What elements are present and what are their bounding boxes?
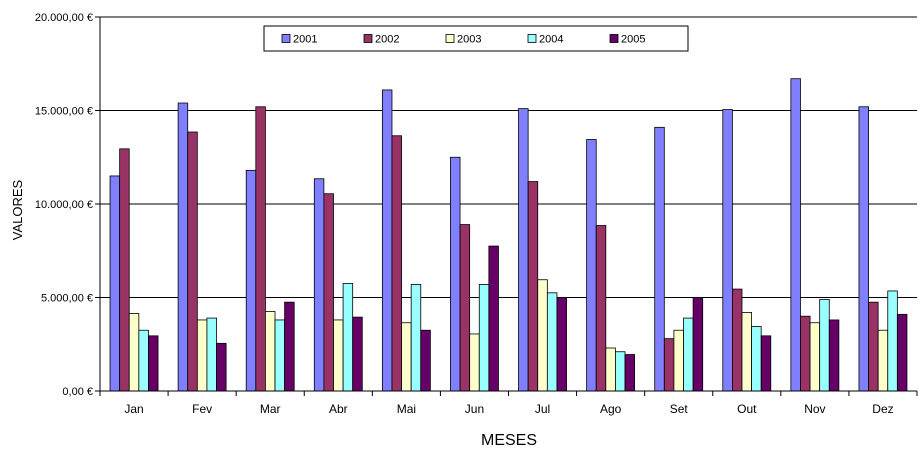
legend-label-2003: 2003 (457, 34, 481, 46)
tick-labels: 0,00 € 5.000,00 € 10.000,00 € 15.000,00 € 20… (35, 12, 894, 416)
bar-2002-out (731, 288, 743, 392)
y-tick-label: 10.000,00 € (35, 199, 93, 211)
bar-2004-mai (410, 284, 422, 392)
bar-2001-nov (790, 78, 801, 392)
bar-2005-jul (556, 297, 567, 392)
bar-2003-mai (401, 322, 412, 392)
x-tick-label: Ago (600, 402, 622, 416)
x-tick-label: Dez (872, 402, 893, 416)
bar-2001-dez (858, 106, 869, 392)
bar-2001-ago (586, 139, 597, 392)
y-axis-title: VALORES (10, 179, 25, 240)
bar-2004-jun (478, 284, 490, 392)
bar-2003-jan (128, 312, 140, 392)
bar-2003-jun (469, 333, 480, 392)
bar-2004-nov (819, 298, 830, 392)
bar-2001-abr (313, 178, 325, 392)
legend-label-2002: 2002 (375, 34, 399, 46)
bar-2002-mai (391, 135, 402, 392)
bar-2005-ago (624, 354, 636, 392)
legend-swatch-2002 (363, 34, 373, 43)
bar-2004-abr (342, 283, 354, 392)
legend: 2001 2002 2003 2004 2005 (263, 25, 689, 52)
bar-2002-set (663, 338, 675, 392)
bar-2001-jun (450, 156, 461, 392)
bar-2002-mar (255, 106, 266, 392)
legend-label-2005: 2005 (621, 34, 645, 46)
bar-2005-jun (488, 245, 499, 392)
bar-2003-nov (809, 322, 821, 392)
bar-2001-mai (381, 89, 393, 392)
gridlines (100, 16, 917, 298)
x-tick-label: Jan (124, 402, 143, 416)
x-axis-title: MESES (481, 432, 537, 449)
bar-2001-jul (518, 108, 529, 392)
bar-2004-mar (274, 319, 286, 392)
bar-2005-nov (828, 319, 840, 392)
x-tick-label: Jul (535, 402, 550, 416)
bar-2004-fev (206, 317, 217, 392)
bar-2002-jun (459, 224, 471, 392)
bar-2005-dez (896, 313, 908, 392)
bar-2002-nov (800, 315, 811, 392)
x-tick-label: Out (737, 402, 757, 416)
bar-2005-mai (420, 329, 431, 392)
legend-label-2001: 2001 (293, 34, 317, 46)
bar-2004-jan (138, 329, 149, 392)
bar-2002-jan (119, 148, 130, 392)
x-tick-label: Fev (192, 402, 212, 416)
legend-swatch-2005 (609, 34, 619, 43)
bar-2005-set (692, 297, 704, 392)
bar-2002-dez (868, 301, 879, 392)
y-tick-label: 20.000,00 € (35, 12, 93, 24)
bar-2005-fev (216, 342, 227, 392)
x-tick-label: Nov (804, 402, 825, 416)
y-tick-label: 15.000,00 € (35, 106, 93, 118)
x-tick-label: Jun (465, 402, 484, 416)
bar-2003-mar (265, 311, 276, 392)
bar-2001-fev (177, 102, 189, 392)
y-tick-label: 5.000,00 € (41, 293, 93, 305)
bar-2004-dez (887, 290, 898, 392)
x-tick-label: Set (670, 402, 689, 416)
bar-2003-dez (877, 329, 889, 392)
x-tick-label: Mar (260, 402, 281, 416)
bar-2003-fev (196, 319, 208, 392)
bar-2003-ago (605, 347, 616, 392)
bar-2004-set (683, 317, 694, 392)
bars (109, 78, 908, 392)
legend-label-2004: 2004 (539, 34, 563, 46)
x-tick-label: Abr (329, 402, 348, 416)
bar-2005-abr (352, 316, 363, 392)
bar-2001-out (722, 109, 733, 392)
bar-2001-mar (245, 169, 257, 392)
legend-swatch-2001 (281, 34, 291, 43)
bar-2002-jul (527, 181, 539, 392)
x-tick-label: Mai (397, 402, 416, 416)
y-tick-label: 0,00 € (62, 386, 93, 398)
bar-2004-jul (546, 292, 558, 392)
bar-2005-out (760, 335, 772, 392)
bar-2005-mar (284, 301, 295, 392)
axes (95, 16, 918, 396)
bar-2003-out (741, 312, 752, 392)
bar-2005-jan (148, 335, 159, 392)
bar-2003-abr (333, 319, 344, 392)
legend-swatch-2003 (445, 34, 455, 43)
legend-swatch-2004 (527, 34, 537, 43)
bar-2003-jul (537, 279, 548, 392)
bar-2001-set (654, 126, 665, 392)
bar-2004-out (751, 326, 762, 392)
bar-2004-ago (615, 351, 626, 392)
bar-2003-set (673, 329, 684, 392)
bar-2002-ago (595, 225, 607, 392)
bar-2001-jan (109, 175, 121, 392)
bar-2002-fev (187, 131, 198, 392)
bar-2002-abr (323, 193, 334, 392)
